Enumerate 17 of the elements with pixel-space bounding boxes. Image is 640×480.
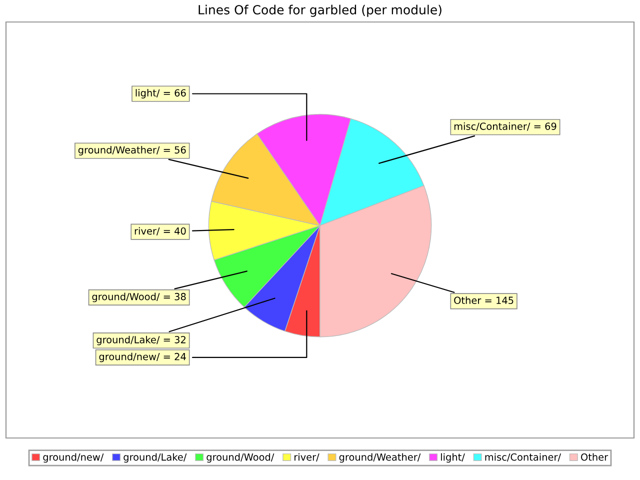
- data-label: ground/Weather/ = 56: [78, 146, 186, 156]
- data-label: Other = 145: [454, 296, 514, 304]
- data-label: ground/new/ = 24: [99, 352, 186, 362]
- legend-label: light/: [441, 453, 465, 463]
- legend-label: misc/Container/: [485, 453, 562, 462]
- legend-label: Other: [581, 453, 608, 461]
- legend-label: ground/Lake/: [124, 453, 187, 463]
- data-label: light/ = 66: [136, 89, 186, 98]
- chart-title: Lines Of Code for garbled (per module): [198, 4, 442, 17]
- legend-label: ground/Weather/: [339, 453, 421, 463]
- data-label: river/ = 40: [134, 227, 186, 236]
- legend-label: river/: [294, 453, 320, 462]
- data-label: ground/Lake/ = 32: [96, 336, 186, 346]
- legend-label: ground/Wood/: [206, 453, 274, 463]
- data-label: ground/Wood/ = 38: [92, 292, 186, 302]
- legend-label: ground/new/: [43, 453, 104, 463]
- data-label: misc/Container/ = 69: [454, 122, 556, 131]
